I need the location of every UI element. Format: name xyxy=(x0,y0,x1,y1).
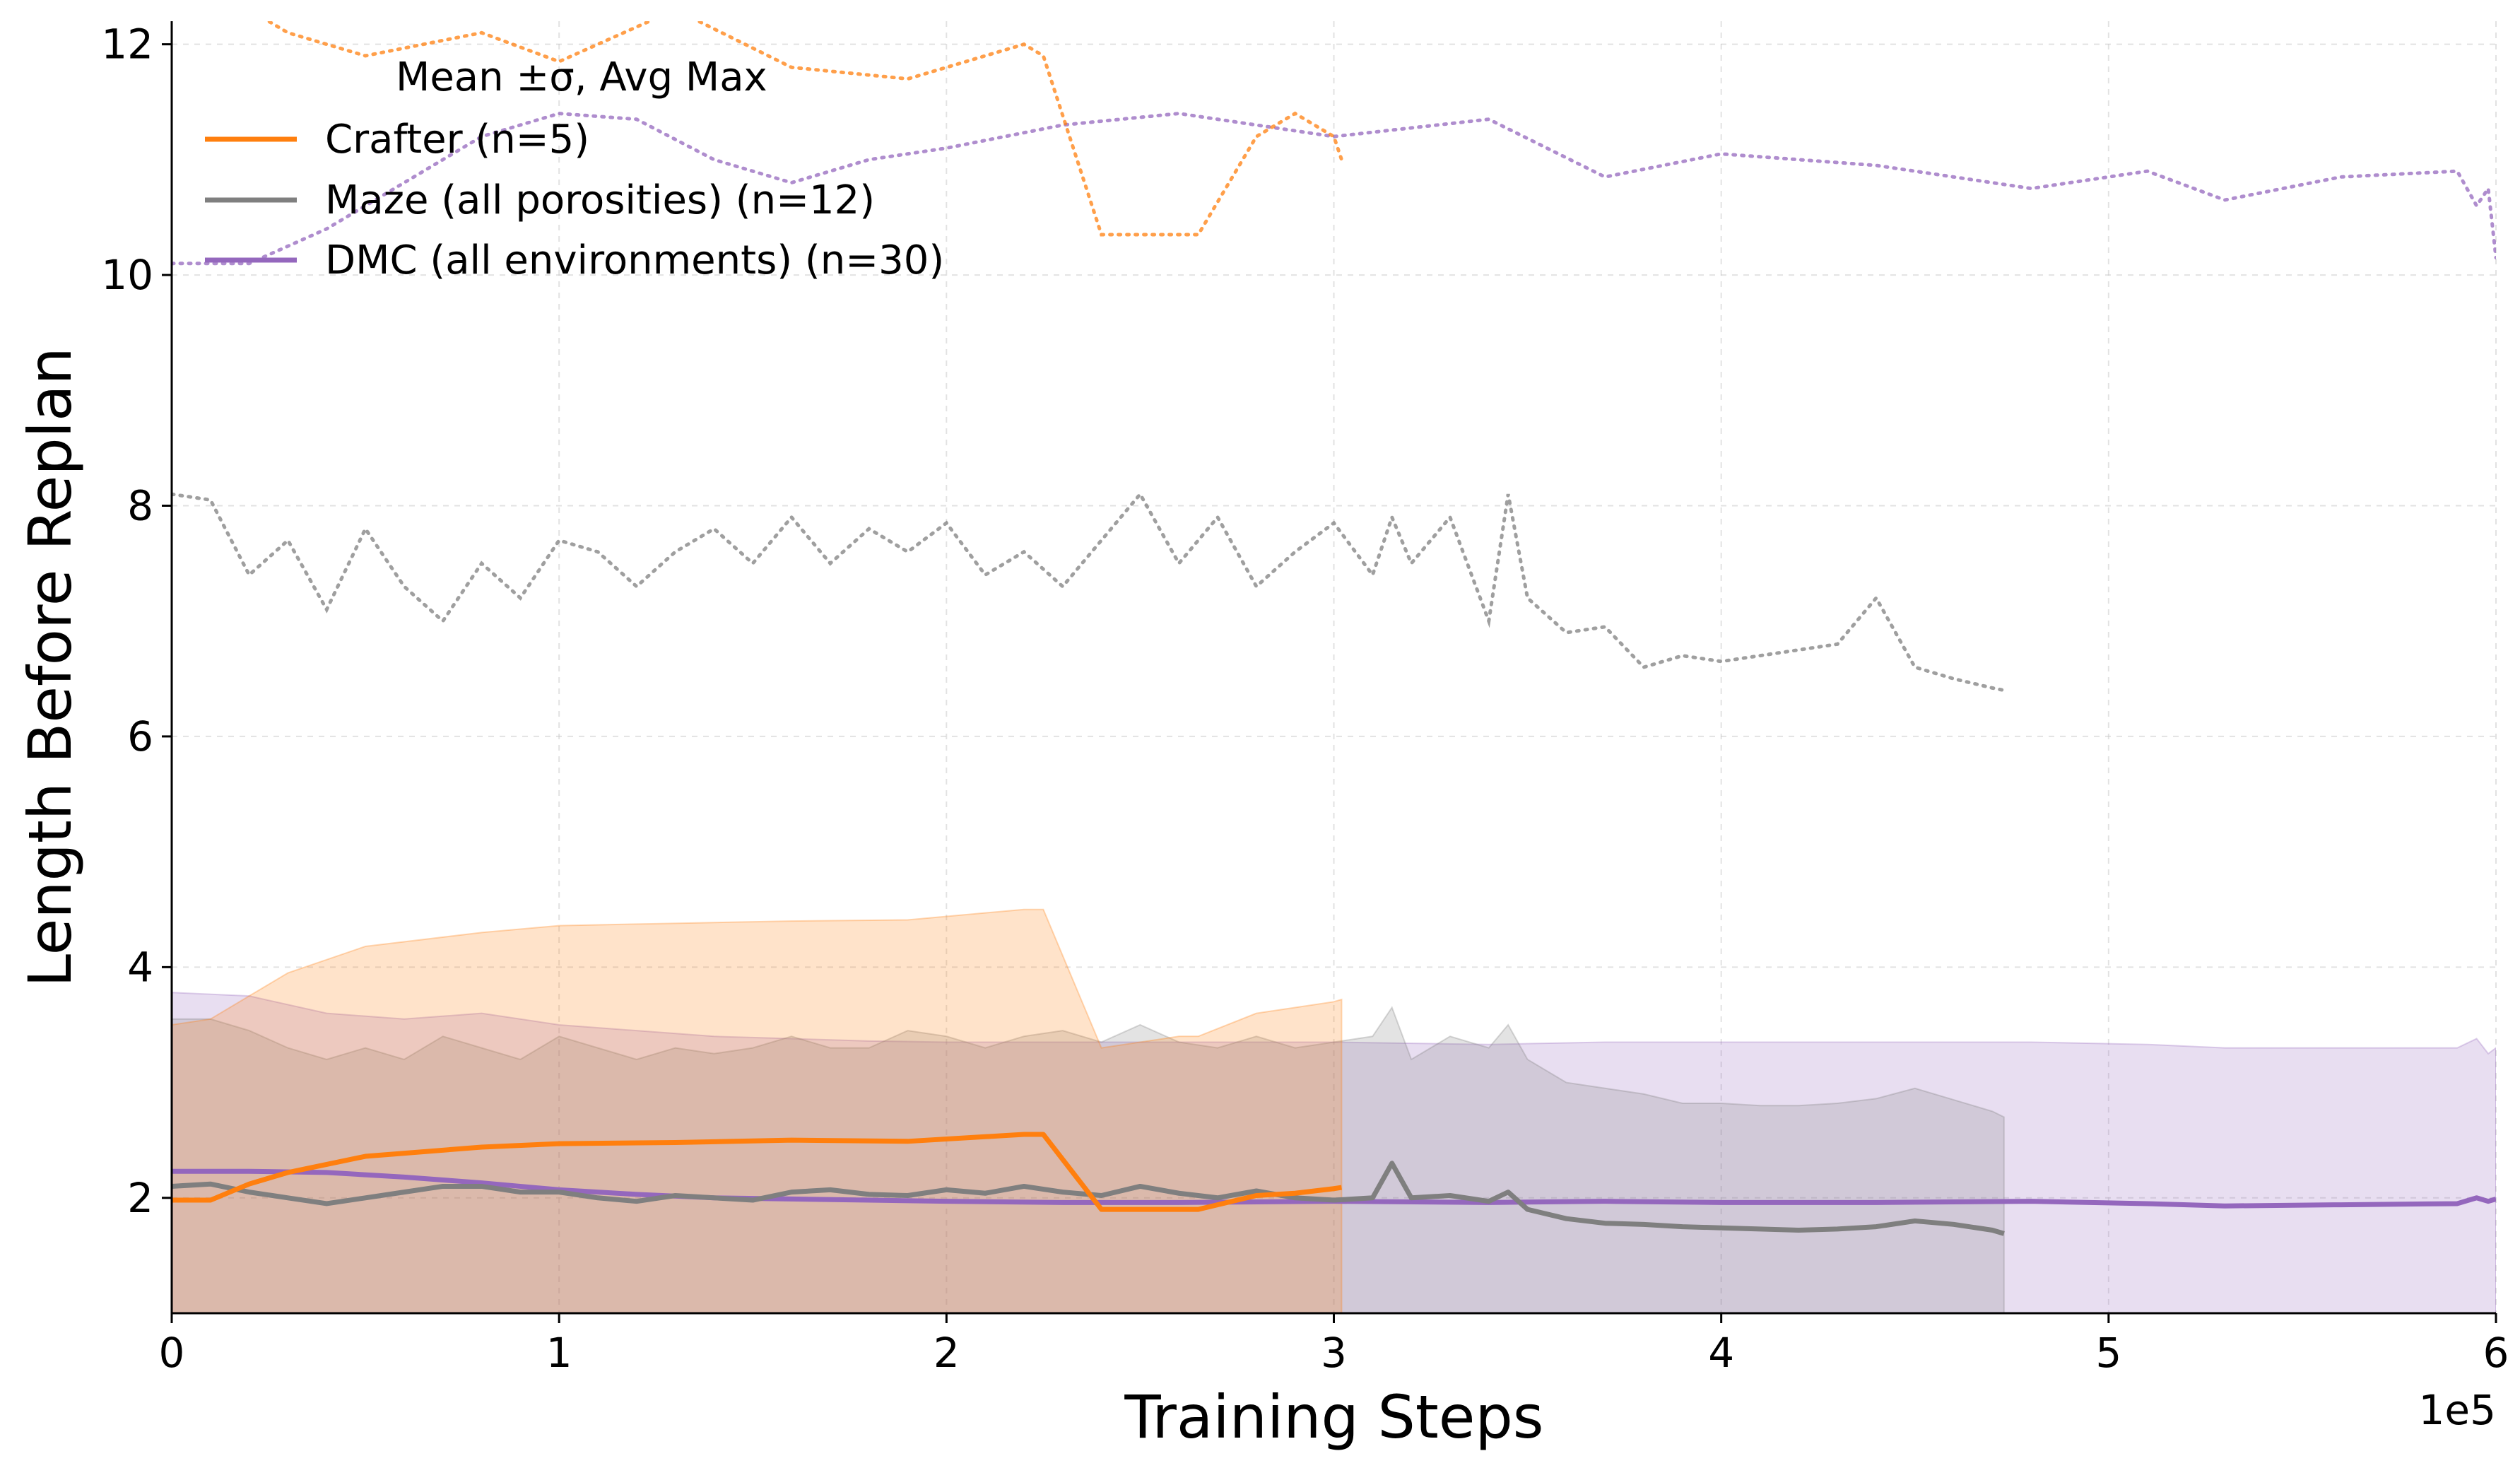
x-tick-label: 0 xyxy=(159,1329,185,1377)
x-axis-title: Training Steps xyxy=(1124,1382,1543,1452)
mean-line-dmc xyxy=(172,1168,2496,1209)
x-tick-label: 3 xyxy=(1321,1329,1347,1377)
max-line-maze xyxy=(171,491,2006,693)
legend-label-dmc: DMC (all environments) (n=30) xyxy=(325,237,944,283)
legend-title: Mean ±σ, Avg Max xyxy=(396,54,767,100)
std-band-dmc xyxy=(171,992,2496,1313)
x-tick-label: 4 xyxy=(1708,1329,1734,1377)
mean-line-crafter xyxy=(172,1132,1342,1212)
std-band-maze xyxy=(171,1006,2005,1313)
max-line-dmc xyxy=(171,112,2496,266)
x-tick-label: 2 xyxy=(934,1329,960,1377)
y-tick-label: 2 xyxy=(127,1174,153,1222)
std-band-crafter xyxy=(171,908,1343,1313)
y-tick-label: 8 xyxy=(127,482,153,530)
y-tick-label: 6 xyxy=(127,712,153,761)
series-lines xyxy=(171,21,2496,1236)
x-tick-label: 5 xyxy=(2095,1329,2121,1377)
x-tick-label: 1 xyxy=(546,1329,572,1377)
mean-line-maze xyxy=(171,1161,2005,1236)
x-offset-label: 1e5 xyxy=(2419,1386,2497,1434)
legend-label-maze: Maze (all porosities) (n=12) xyxy=(325,177,875,223)
x-tick-label: 6 xyxy=(2483,1329,2509,1377)
y-axis-title: Length Before Replan xyxy=(16,347,85,987)
legend: Mean ±σ, Avg Max Crafter (n=5) Maze (all… xyxy=(205,54,944,283)
std-bands xyxy=(171,908,2496,1313)
y-tick-label: 10 xyxy=(101,251,153,299)
y-tick-label: 12 xyxy=(101,20,153,69)
y-tick-label: 4 xyxy=(127,943,153,991)
max-line-crafter xyxy=(265,21,1343,237)
grid xyxy=(171,21,2497,1313)
legend-label-crafter: Crafter (n=5) xyxy=(325,117,589,163)
